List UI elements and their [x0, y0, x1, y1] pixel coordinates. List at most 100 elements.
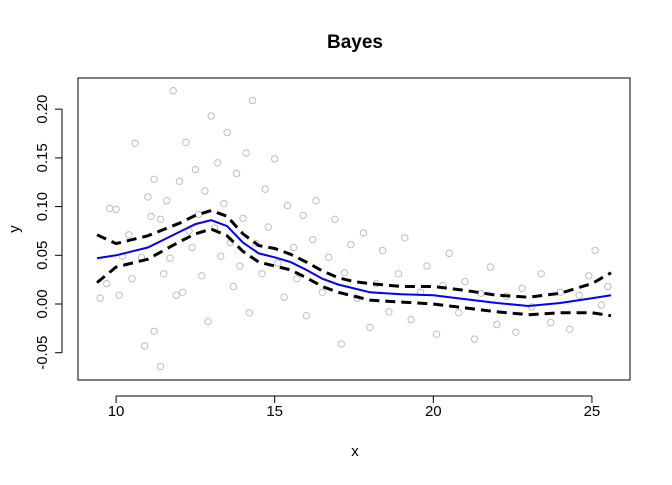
data-point — [445, 249, 453, 258]
data-point — [106, 204, 114, 213]
x-tick-label: 25 — [584, 403, 601, 420]
data-point — [318, 288, 326, 296]
data-point — [144, 193, 152, 201]
fit-lines — [96, 208, 612, 318]
data-point — [512, 328, 520, 336]
data-point — [239, 214, 247, 223]
data-point — [147, 212, 155, 221]
data-point — [470, 335, 479, 343]
y-axis-label: y — [6, 225, 23, 233]
y-tick-label: 0.15 — [34, 143, 51, 172]
data-point — [575, 291, 583, 299]
data-point — [223, 128, 231, 137]
data-point — [188, 243, 196, 252]
data-point — [198, 272, 206, 280]
data-point — [140, 342, 149, 350]
y-tick-label: -0.05 — [34, 336, 51, 370]
x-axis: 10 15 20 25 — [108, 395, 601, 420]
data-point — [160, 270, 168, 278]
data-point — [182, 138, 190, 147]
x-axis-label: x — [351, 443, 359, 460]
data-point — [280, 293, 288, 301]
data-point — [191, 165, 200, 174]
data-point — [194, 210, 203, 219]
data-point — [163, 197, 171, 205]
data-point — [217, 252, 225, 260]
data-point — [220, 200, 228, 208]
data-point — [455, 309, 463, 317]
data-point — [264, 223, 272, 231]
data-point — [201, 187, 209, 195]
data-point — [423, 262, 431, 270]
data-point — [207, 112, 215, 120]
data-point — [229, 282, 238, 291]
data-point — [366, 323, 374, 332]
data-point — [245, 309, 254, 317]
data-point — [547, 318, 555, 327]
x-tick-label: 20 — [425, 403, 442, 420]
data-point — [166, 254, 174, 262]
data-point — [204, 317, 212, 326]
data-points — [96, 87, 612, 371]
y-tick-label: 0.05 — [34, 241, 51, 270]
data-point — [486, 263, 495, 271]
data-point — [172, 291, 181, 299]
data-point — [290, 243, 298, 252]
chart-title: Bayes — [327, 32, 383, 53]
data-point — [175, 177, 184, 186]
data-point — [537, 270, 545, 278]
data-point — [309, 236, 317, 244]
data-point — [385, 308, 393, 316]
data-point — [156, 215, 165, 224]
data-point — [261, 185, 269, 193]
data-point — [347, 240, 355, 249]
data-point — [128, 275, 136, 283]
data-point — [359, 229, 368, 237]
posterior-mean-line — [96, 219, 612, 308]
data-point — [407, 315, 415, 324]
lower-credible-band — [96, 227, 612, 318]
data-point — [518, 284, 526, 293]
data-point — [96, 294, 104, 302]
data-point — [378, 246, 387, 255]
data-point — [597, 301, 606, 309]
data-point — [274, 259, 282, 267]
data-point — [242, 149, 250, 157]
y-tick-label: 0.20 — [34, 95, 51, 124]
data-point — [125, 231, 133, 239]
data-point — [115, 291, 123, 299]
data-point — [337, 340, 345, 348]
data-point — [283, 201, 292, 210]
data-point — [604, 282, 612, 291]
data-point — [324, 253, 333, 261]
data-point — [432, 330, 441, 338]
y-tick-label: 0.00 — [34, 289, 51, 318]
data-point — [236, 262, 244, 270]
data-point — [232, 169, 241, 178]
data-point — [258, 270, 266, 278]
data-point — [401, 234, 409, 242]
data-point — [112, 205, 120, 214]
data-point — [591, 246, 599, 255]
data-point — [169, 87, 177, 95]
data-point — [566, 325, 574, 333]
data-point — [293, 275, 301, 283]
x-tick-label: 15 — [266, 403, 283, 420]
data-point — [150, 327, 158, 335]
data-point — [150, 175, 158, 184]
data-point — [340, 269, 349, 277]
data-point — [179, 288, 187, 296]
y-tick-label: 0.10 — [34, 192, 51, 221]
data-point — [248, 96, 257, 105]
data-point — [331, 215, 339, 224]
data-point — [312, 197, 320, 205]
data-point — [131, 139, 139, 148]
x-tick-label: 10 — [108, 403, 125, 420]
data-point — [299, 211, 307, 220]
data-point — [302, 312, 311, 320]
data-point — [213, 159, 222, 167]
y-axis: -0.05 0.00 0.05 0.10 0.15 0.20 — [34, 95, 63, 370]
upper-credible-band — [96, 208, 612, 299]
data-point — [271, 155, 279, 163]
